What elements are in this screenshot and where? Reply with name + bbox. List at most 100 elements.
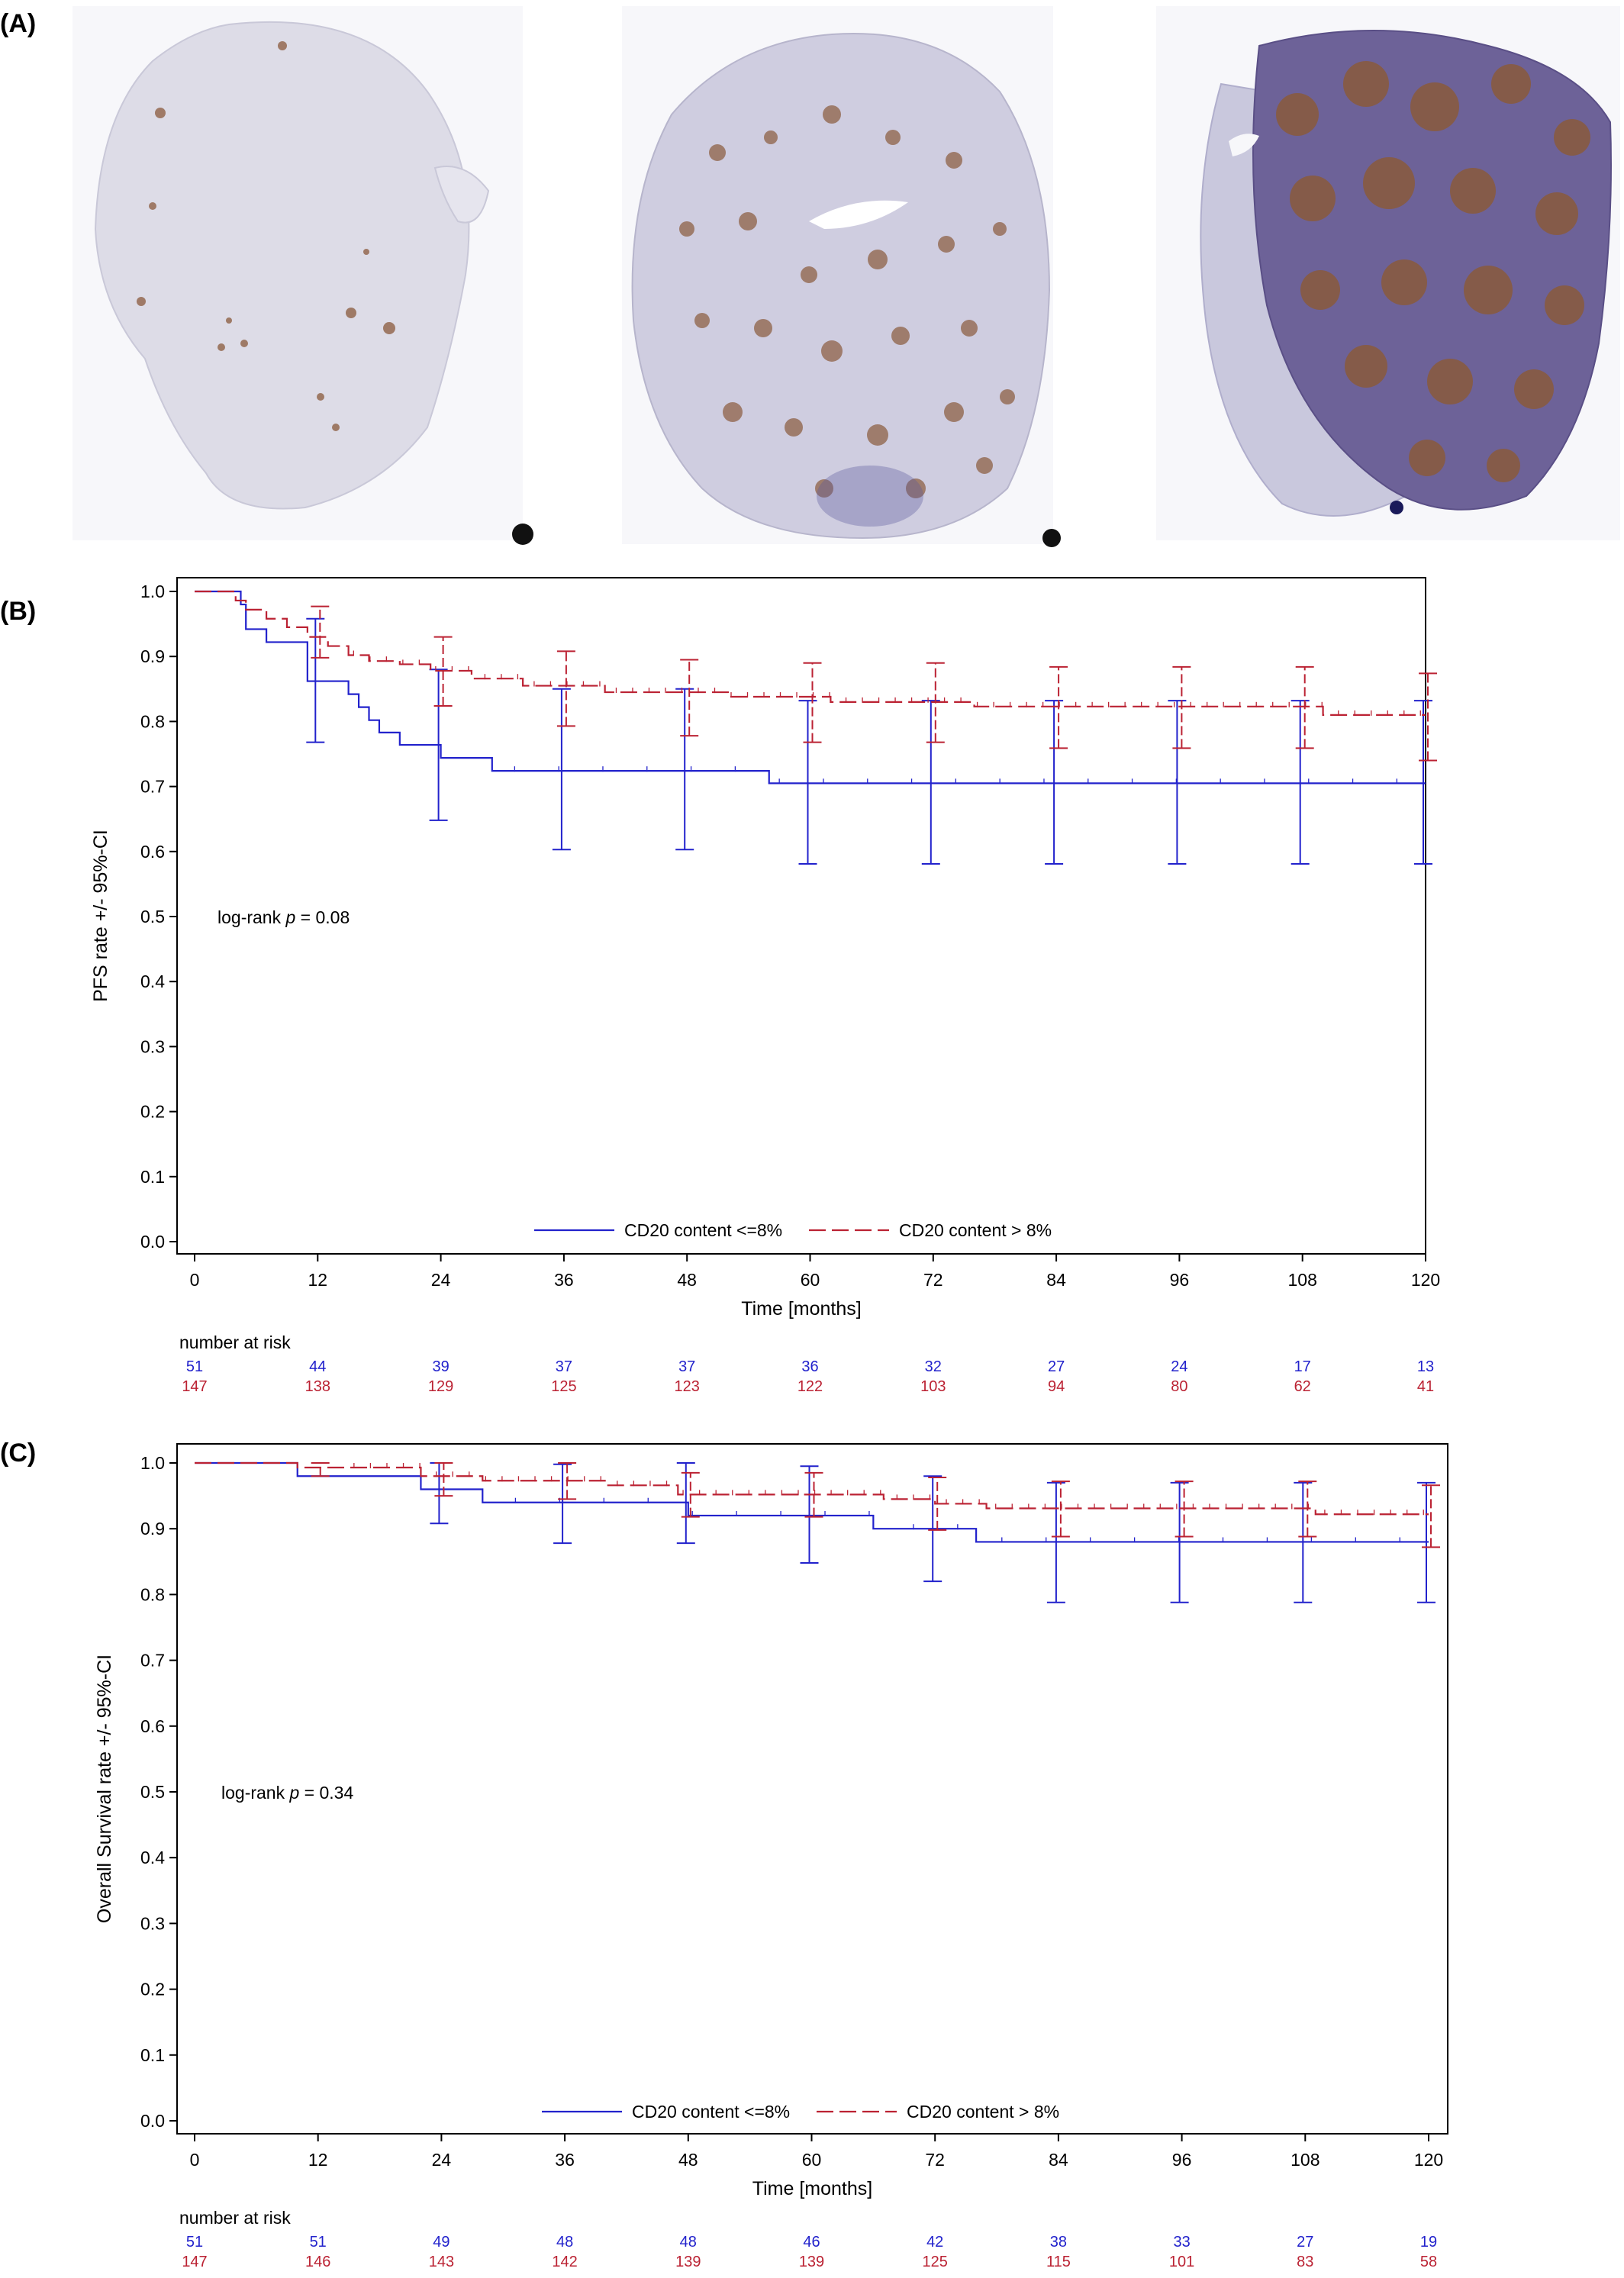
survival-curve [195,1461,1429,1516]
series-high-cd20 [195,590,1437,762]
tissue-image-1-section [94,21,470,510]
x-tick-label: 24 [431,1270,451,1290]
risk-count: 62 [1294,1378,1311,1395]
risk-table-title: number at risk [179,2208,291,2228]
risk-count: 146 [305,2254,330,2270]
x-tick-label: 120 [1411,1270,1440,1290]
y-tick-label: 0.4 [140,1848,165,1867]
risk-count: 46 [803,2234,820,2251]
risk-count: 122 [798,1378,823,1395]
y-tick-label: 0.5 [140,1782,165,1802]
y-tick-label: 0.7 [140,1651,165,1671]
x-tick-label: 60 [802,2150,822,2170]
y-tick-label: 0.1 [140,1167,165,1187]
risk-count: 49 [433,2234,450,2251]
risk-count: 123 [675,1378,700,1395]
y-tick-label: 0.4 [140,971,165,991]
risk-count: 142 [552,2254,577,2270]
risk-count: 138 [305,1378,330,1395]
risk-count: 13 [1417,1358,1434,1375]
y-tick-label: 1.0 [140,582,165,601]
panel-a-label: (A) [0,9,36,38]
x-tick-label: 120 [1414,2150,1443,2170]
risk-count: 48 [680,2234,697,2251]
y-tick-label: 1.0 [140,1453,165,1473]
legend-label-low: CD20 content <=8% [624,1220,782,1240]
tissue-image-2-stain-spots [679,105,1015,498]
x-tick-label: 96 [1172,2150,1192,2170]
y-tick-label: 0.2 [140,1980,165,1999]
log-rank-text: log-rank [221,1783,289,1803]
risk-count: 19 [1420,2234,1437,2251]
risk-count: 51 [186,1358,203,1375]
y-tick-label: 0.9 [140,1519,165,1539]
tissue-image-1-stain-spots [137,41,395,431]
risk-count: 48 [556,2234,573,2251]
y-axis-title: PFS rate +/- 95%-CI [90,830,111,1002]
tissue-image-3-stain-spots [1276,61,1590,482]
x-tick-label: 0 [190,2150,200,2170]
risk-count: 33 [1173,2234,1190,2251]
log-rank-text: log-rank [218,907,285,927]
p-symbol: p [288,1783,299,1803]
panel-c-label: (C) [0,1439,36,1468]
p-value: = 0.34 [299,1783,353,1803]
x-tick-label: 48 [677,1270,697,1290]
y-tick-label: 0.3 [140,1913,165,1933]
y-tick-label: 0.8 [140,1584,165,1604]
x-tick-label: 84 [1049,2150,1068,2170]
p-value: = 0.08 [295,907,350,927]
risk-count: 51 [186,2234,203,2251]
y-tick-label: 0.0 [140,2111,165,2131]
tissue-image-1-edge-fragment [433,166,490,224]
risk-count: 125 [923,2254,948,2270]
plot-frame [176,577,1426,1255]
y-tick-label: 0.9 [140,646,165,666]
legend: CD20 content <=8% CD20 content > 8% [542,2102,1059,2122]
risk-count: 94 [1048,1378,1065,1395]
risk-count: 125 [551,1378,576,1395]
x-tick-label: 60 [801,1270,820,1290]
y-tick-label: 0.6 [140,1716,165,1736]
x-axis-title: Time [months] [741,1298,861,1319]
risk-count: 51 [310,2234,327,2251]
y-tick-label: 0.0 [140,1232,165,1252]
tissue-image-2 [622,6,1061,547]
legend-label-low: CD20 content <=8% [632,2102,790,2122]
risk-count: 36 [801,1358,818,1375]
risk-count: 147 [182,2254,207,2270]
risk-count: 103 [920,1378,946,1395]
tissue-image-3-ink-mark [1390,501,1403,514]
y-tick-label: 0.1 [140,2045,165,2065]
risk-count: 42 [926,2234,943,2251]
tissue-image-1-corner-mark [512,524,533,545]
risk-count: 58 [1420,2254,1437,2270]
tissue-image-1 [72,6,533,545]
risk-count: 38 [1050,2234,1067,2251]
risk-count: 27 [1297,2234,1313,2251]
survival-curve [195,1461,1429,1543]
risk-count: 44 [309,1358,326,1375]
risk-count: 143 [429,2254,454,2270]
series-low-cd20 [195,1461,1436,1603]
y-tick-label: 0.5 [140,907,165,926]
series-low-cd20 [195,590,1432,865]
y-tick-label: 0.8 [140,711,165,731]
log-rank-annotation: log-rank p = 0.08 [218,907,350,927]
x-tick-label: 24 [432,2150,452,2170]
panel-b-label: (B) [0,597,36,626]
risk-count: 37 [678,1358,695,1375]
y-axis-title: Overall Survival rate +/- 95%-CI [94,1655,115,1923]
x-axis-title: Time [months] [752,2178,872,2199]
x-tick-label: 36 [554,1270,574,1290]
y-tick-label: 0.2 [140,1102,165,1122]
risk-count: 115 [1046,2254,1071,2270]
x-tick-label: 108 [1288,1270,1317,1290]
risk-count: 39 [432,1358,449,1375]
x-tick-label: 12 [308,1270,328,1290]
tissue-image-2-tear [809,200,908,229]
os-chart: 0.0 0.1 0.2 0.3 0.4 0.5 0.6 0.7 0.8 0.9 1.0 0 12 24 36… [94,1443,1448,2270]
risk-count: 147 [182,1378,207,1395]
x-tick-label: 108 [1290,2150,1320,2170]
